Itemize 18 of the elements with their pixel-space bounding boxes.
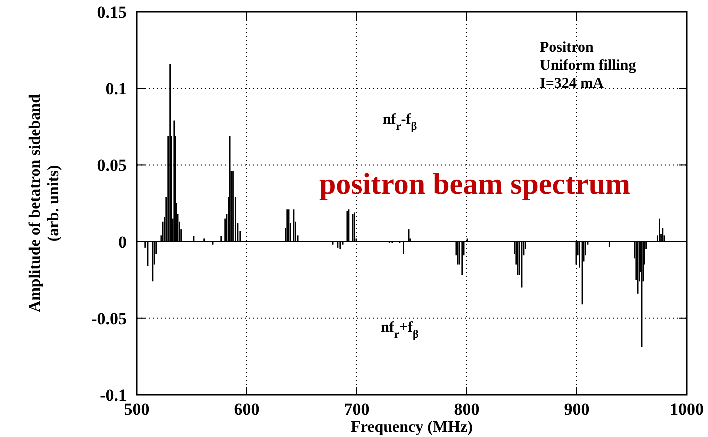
y-tick-label: 0 [118,232,127,252]
x-tick-label: 900 [564,400,590,419]
annotation: nf$_{r}$-f$_{β}$ [382,112,418,133]
y-tick-label: -0.1 [100,386,127,405]
y-tick-label: 0.05 [97,156,127,176]
x-tick-label: 800 [454,400,480,419]
y-tick-label: -0.05 [92,309,127,328]
x-axis-title: Frequency (MHz) [351,419,473,436]
y-tick-label: 0.1 [106,80,127,99]
x-tick-label: 700 [344,400,370,419]
x-tick-label: 600 [234,400,260,419]
y-axis-title: Amplitude of betatron sideband (arb. units) [27,94,62,312]
x-tick-label: 1000 [670,400,704,419]
y-tick-label: 0.15 [97,2,127,22]
annotation: Positron Uniform filling I=324 mA [540,40,637,92]
x-tick-label: 500 [124,400,150,419]
annotation: nf$_{r}$+f$_{β}$ [381,320,419,341]
annotation: positron beam spectrum [319,168,631,201]
